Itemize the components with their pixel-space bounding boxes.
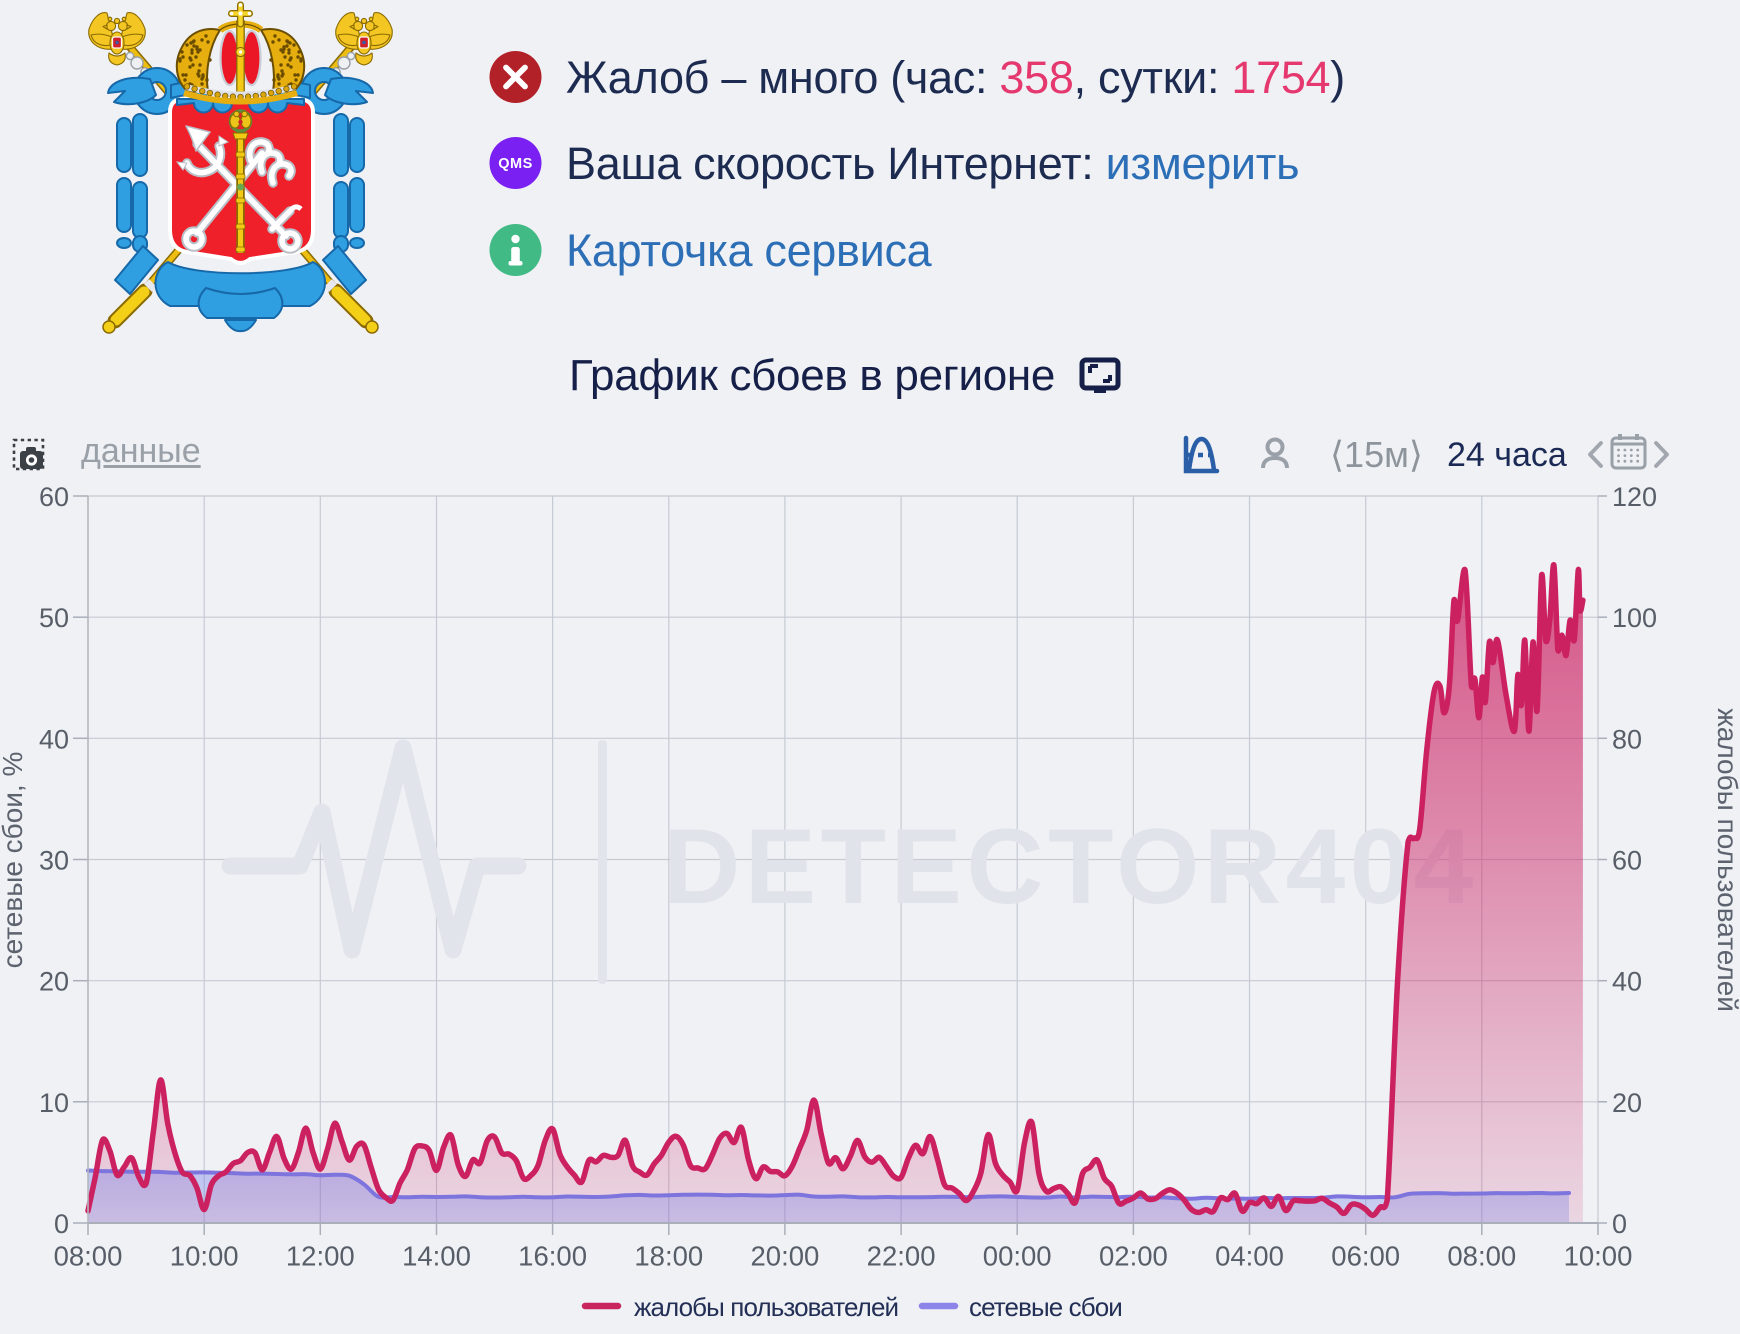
svg-text:0: 0	[54, 1209, 69, 1239]
svg-text:08:00: 08:00	[1447, 1241, 1516, 1272]
svg-text:0: 0	[1612, 1209, 1627, 1239]
svg-text:жалобы пользователей: жалобы пользователей	[1712, 708, 1740, 1012]
svg-text:10: 10	[39, 1088, 69, 1118]
svg-text:08:00: 08:00	[54, 1241, 123, 1272]
svg-text:60: 60	[39, 482, 69, 512]
svg-text:сетевые сбои: сетевые сбои	[969, 1292, 1122, 1322]
svg-text:100: 100	[1612, 603, 1657, 633]
svg-text:40: 40	[1612, 967, 1642, 997]
svg-text:40: 40	[39, 724, 69, 754]
svg-text:20: 20	[39, 967, 69, 997]
svg-text:04:00: 04:00	[1215, 1241, 1284, 1272]
svg-text:10:00: 10:00	[170, 1241, 239, 1272]
svg-text:22:00: 22:00	[867, 1241, 936, 1272]
svg-text:80: 80	[1612, 724, 1642, 754]
svg-text:DETECTOR404: DETECTOR404	[663, 806, 1478, 926]
svg-text:QMS: QMS	[498, 156, 533, 172]
svg-text:16:00: 16:00	[518, 1241, 587, 1272]
svg-text:50: 50	[39, 603, 69, 633]
svg-text:18:00: 18:00	[634, 1241, 703, 1272]
svg-text:жалобы пользователей: жалобы пользователей	[634, 1292, 898, 1322]
svg-text:00:00: 00:00	[983, 1241, 1052, 1272]
svg-text:20: 20	[1612, 1088, 1642, 1118]
svg-text:10:00: 10:00	[1564, 1241, 1633, 1272]
svg-text:20:00: 20:00	[750, 1241, 819, 1272]
svg-text:14:00: 14:00	[402, 1241, 471, 1272]
svg-text:сетевые сбои, %: сетевые сбои, %	[0, 752, 28, 969]
svg-text:60: 60	[1612, 846, 1642, 876]
svg-text:30: 30	[39, 846, 69, 876]
svg-text:120: 120	[1612, 482, 1657, 512]
svg-text:06:00: 06:00	[1331, 1241, 1400, 1272]
svg-text:12:00: 12:00	[286, 1241, 355, 1272]
svg-text:02:00: 02:00	[1099, 1241, 1168, 1272]
